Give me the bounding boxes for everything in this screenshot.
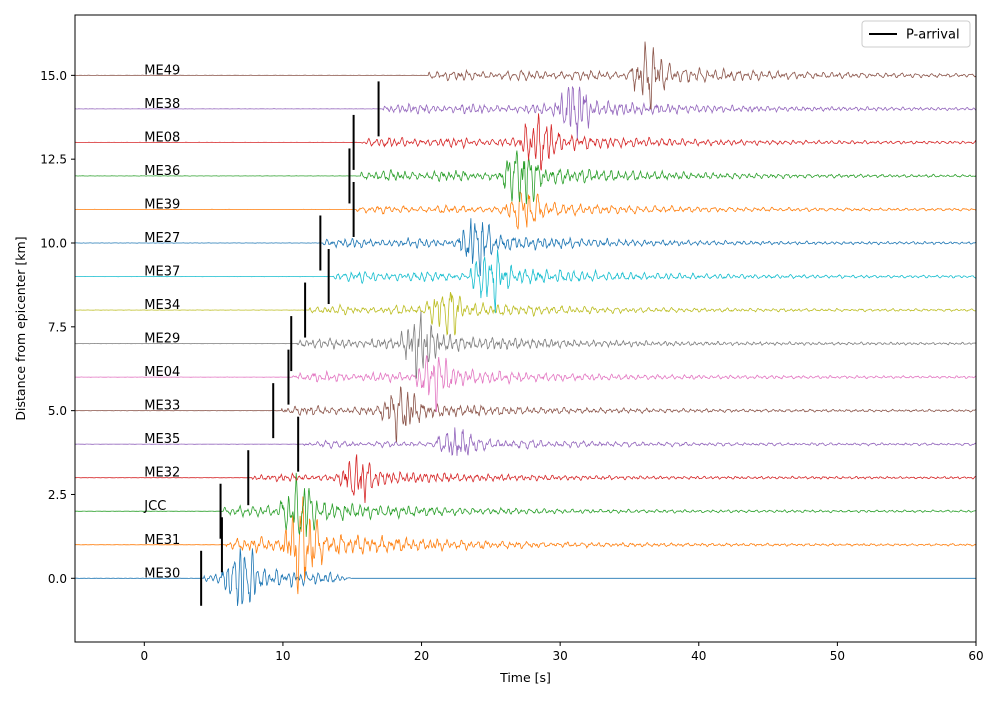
trace-me36: [75, 150, 976, 205]
x-tick-label: 60: [968, 649, 983, 663]
y-axis-ticks: 0.0 2.5 5.0 7.5 10.0 12.5 15.0: [40, 69, 75, 586]
trace-label-me36: ME36: [144, 164, 180, 179]
trace-me35: [75, 427, 976, 456]
trace-me32: [75, 454, 976, 504]
p-arrival-layer: [200, 81, 380, 606]
trace-label-jcc: JCC: [143, 499, 166, 514]
trace-me30: [75, 548, 976, 606]
y-tick-label: 12.5: [40, 153, 67, 167]
trace-label-me04: ME04: [144, 365, 180, 380]
x-tick-label: 0: [140, 649, 148, 663]
trace-label-me30: ME30: [144, 566, 180, 581]
trace-label-me31: ME31: [144, 533, 180, 548]
y-tick-label: 0.0: [48, 572, 67, 586]
y-tick-label: 5.0: [48, 404, 67, 418]
x-tick-label: 40: [691, 649, 706, 663]
x-axis-ticks: 0 10 20 30 40 50 60: [140, 642, 984, 663]
trace-me34: [75, 291, 976, 336]
trace-me39: [75, 191, 976, 230]
x-tick-label: 30: [553, 649, 568, 663]
trace-me38: [75, 86, 976, 139]
trace-label-me34: ME34: [144, 298, 180, 313]
trace-label-me27: ME27: [144, 231, 180, 246]
legend-box: [861, 20, 971, 48]
trace-label-me38: ME38: [144, 97, 180, 112]
trace-me33: [75, 386, 976, 442]
trace-me08: [75, 113, 976, 171]
trace-label-me33: ME33: [144, 399, 180, 414]
trace-me04: [75, 355, 976, 412]
trace-label-me37: ME37: [144, 265, 180, 280]
trace-label-me08: ME08: [144, 130, 180, 145]
trace-label-me39: ME39: [144, 197, 180, 212]
legend-p-arrival-label: P-arrival: [906, 28, 960, 43]
y-tick-label: 2.5: [48, 488, 67, 502]
y-axis-label: Distance from epicenter [km]: [13, 236, 28, 420]
trace-label-me49: ME49: [144, 63, 180, 78]
x-tick-label: 20: [414, 649, 429, 663]
legend: P-arrival: [861, 20, 971, 48]
trace-me29: [75, 310, 976, 379]
trace-me37: [75, 249, 976, 314]
plot-frame: [74, 14, 977, 643]
y-tick-label: 7.5: [48, 320, 67, 334]
y-tick-label: 15.0: [40, 69, 67, 83]
x-axis-label: Time [s]: [499, 670, 551, 685]
trace-label-me32: ME32: [144, 466, 180, 481]
trace-label-me29: ME29: [144, 332, 180, 347]
x-tick-label: 50: [830, 649, 845, 663]
trace-me31: [75, 496, 976, 595]
trace-labels-layer: ME30 ME31 JCC ME32 ME35 ME33 ME04 ME29 ME34 ME37 M…: [143, 63, 180, 581]
x-tick-label: 10: [275, 649, 290, 663]
trace-me27: [75, 218, 976, 277]
y-tick-label: 10.0: [40, 237, 67, 251]
trace-me49: [75, 41, 976, 110]
traces-layer: [75, 41, 976, 606]
trace-jcc: [75, 472, 976, 537]
trace-label-me35: ME35: [144, 432, 180, 447]
